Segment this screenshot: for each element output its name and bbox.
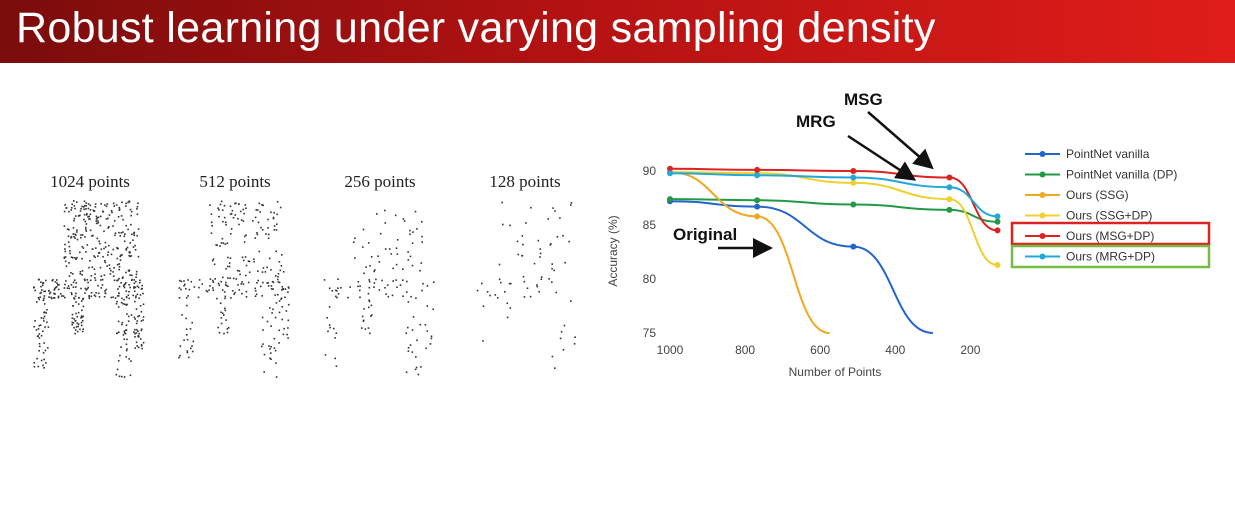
x-axis-title: Number of Points <box>789 365 882 379</box>
chair-point-cloud <box>178 200 290 378</box>
x-tick-label: 600 <box>810 343 830 357</box>
y-tick-label: 90 <box>643 164 657 178</box>
legend-label: Ours (MRG+DP) <box>1066 250 1155 264</box>
legend-marker <box>1039 151 1046 157</box>
legend-item: Ours (SSG) <box>1025 188 1129 202</box>
legend-marker <box>1039 212 1046 219</box>
series-point-3 <box>850 179 857 186</box>
series-point-4 <box>667 165 673 172</box>
series-point-4 <box>946 174 953 181</box>
series-point-5 <box>994 213 1001 220</box>
msg-annotation: MSG <box>844 90 883 109</box>
legend-item: Ours (MRG+DP) <box>1025 250 1155 264</box>
legend-label: Ours (SSG+DP) <box>1066 209 1152 223</box>
series-point-0 <box>850 243 857 250</box>
x-tick-label: 800 <box>735 343 755 357</box>
legend-marker <box>1039 233 1046 239</box>
title-bar: Robust learning under varying sampling d… <box>0 0 1235 63</box>
accuracy-chart: 1000 800 600 400 200 90 85 80 75 Number of Point… <box>606 90 1211 379</box>
point-cloud-caption: 128 points <box>489 172 561 191</box>
series-point-5 <box>946 184 953 191</box>
mrg-annotation: MRG <box>796 112 836 131</box>
series-line-2 <box>669 171 830 334</box>
legend-item: PointNet vanilla (DP) <box>1025 168 1177 182</box>
series-point-1 <box>994 218 1001 225</box>
legend-label: PointNet vanilla (DP) <box>1066 168 1177 182</box>
x-tick-label: 400 <box>885 343 905 357</box>
y-tick-label: 80 <box>643 272 657 286</box>
x-tick-label: 200 <box>960 343 980 357</box>
point-cloud-dots <box>178 200 290 378</box>
slide-title: Robust learning under varying sampling d… <box>16 4 936 52</box>
series-point-1 <box>667 196 673 203</box>
legend-item: Ours (MSG+DP) <box>1025 229 1154 243</box>
point-cloud-caption: 1024 points <box>50 172 130 191</box>
series-point-5 <box>667 170 673 177</box>
msg-highlight-box <box>1010 221 1211 246</box>
point-cloud-caption: 512 points <box>199 172 271 191</box>
series-point-1 <box>850 201 857 208</box>
y-axis-title: Accuracy (%) <box>606 215 620 286</box>
series-point-1 <box>946 206 953 213</box>
series-point-5 <box>850 174 857 181</box>
chair-point-cloud <box>323 209 435 376</box>
point-cloud-dots <box>33 200 145 378</box>
series-line-0 <box>669 200 933 334</box>
series-point-4 <box>994 227 1001 234</box>
y-tick-label: 75 <box>643 326 657 340</box>
legend-label: Ours (MSG+DP) <box>1066 229 1154 243</box>
legend-marker <box>1039 171 1046 178</box>
mrg-highlight-box <box>1010 244 1211 269</box>
series-point-4 <box>754 166 761 173</box>
legend-item: PointNet vanilla <box>1025 147 1150 161</box>
point-cloud-caption: 256 points <box>344 172 416 191</box>
series-point-3 <box>994 262 1001 268</box>
point-cloud-dots <box>323 209 435 376</box>
legend-marker <box>1039 192 1046 198</box>
series-point-4 <box>850 168 857 174</box>
legend-item: Ours (SSG+DP) <box>1025 209 1152 223</box>
legend-label: Ours (SSG) <box>1066 188 1129 202</box>
series-point-3 <box>946 196 953 203</box>
chair-point-cloud <box>476 201 576 369</box>
legend-marker <box>1039 253 1046 260</box>
point-cloud-dots <box>476 201 576 369</box>
series-point-2 <box>754 213 761 220</box>
series-point-0 <box>754 203 761 210</box>
series-point-5 <box>754 172 761 179</box>
series-point-1 <box>754 197 761 204</box>
chair-point-cloud <box>33 200 145 378</box>
legend-label: PointNet vanilla <box>1066 147 1150 161</box>
y-tick-label: 85 <box>643 218 657 232</box>
original-annotation: Original <box>673 225 737 244</box>
x-tick-label: 1000 <box>657 343 684 357</box>
